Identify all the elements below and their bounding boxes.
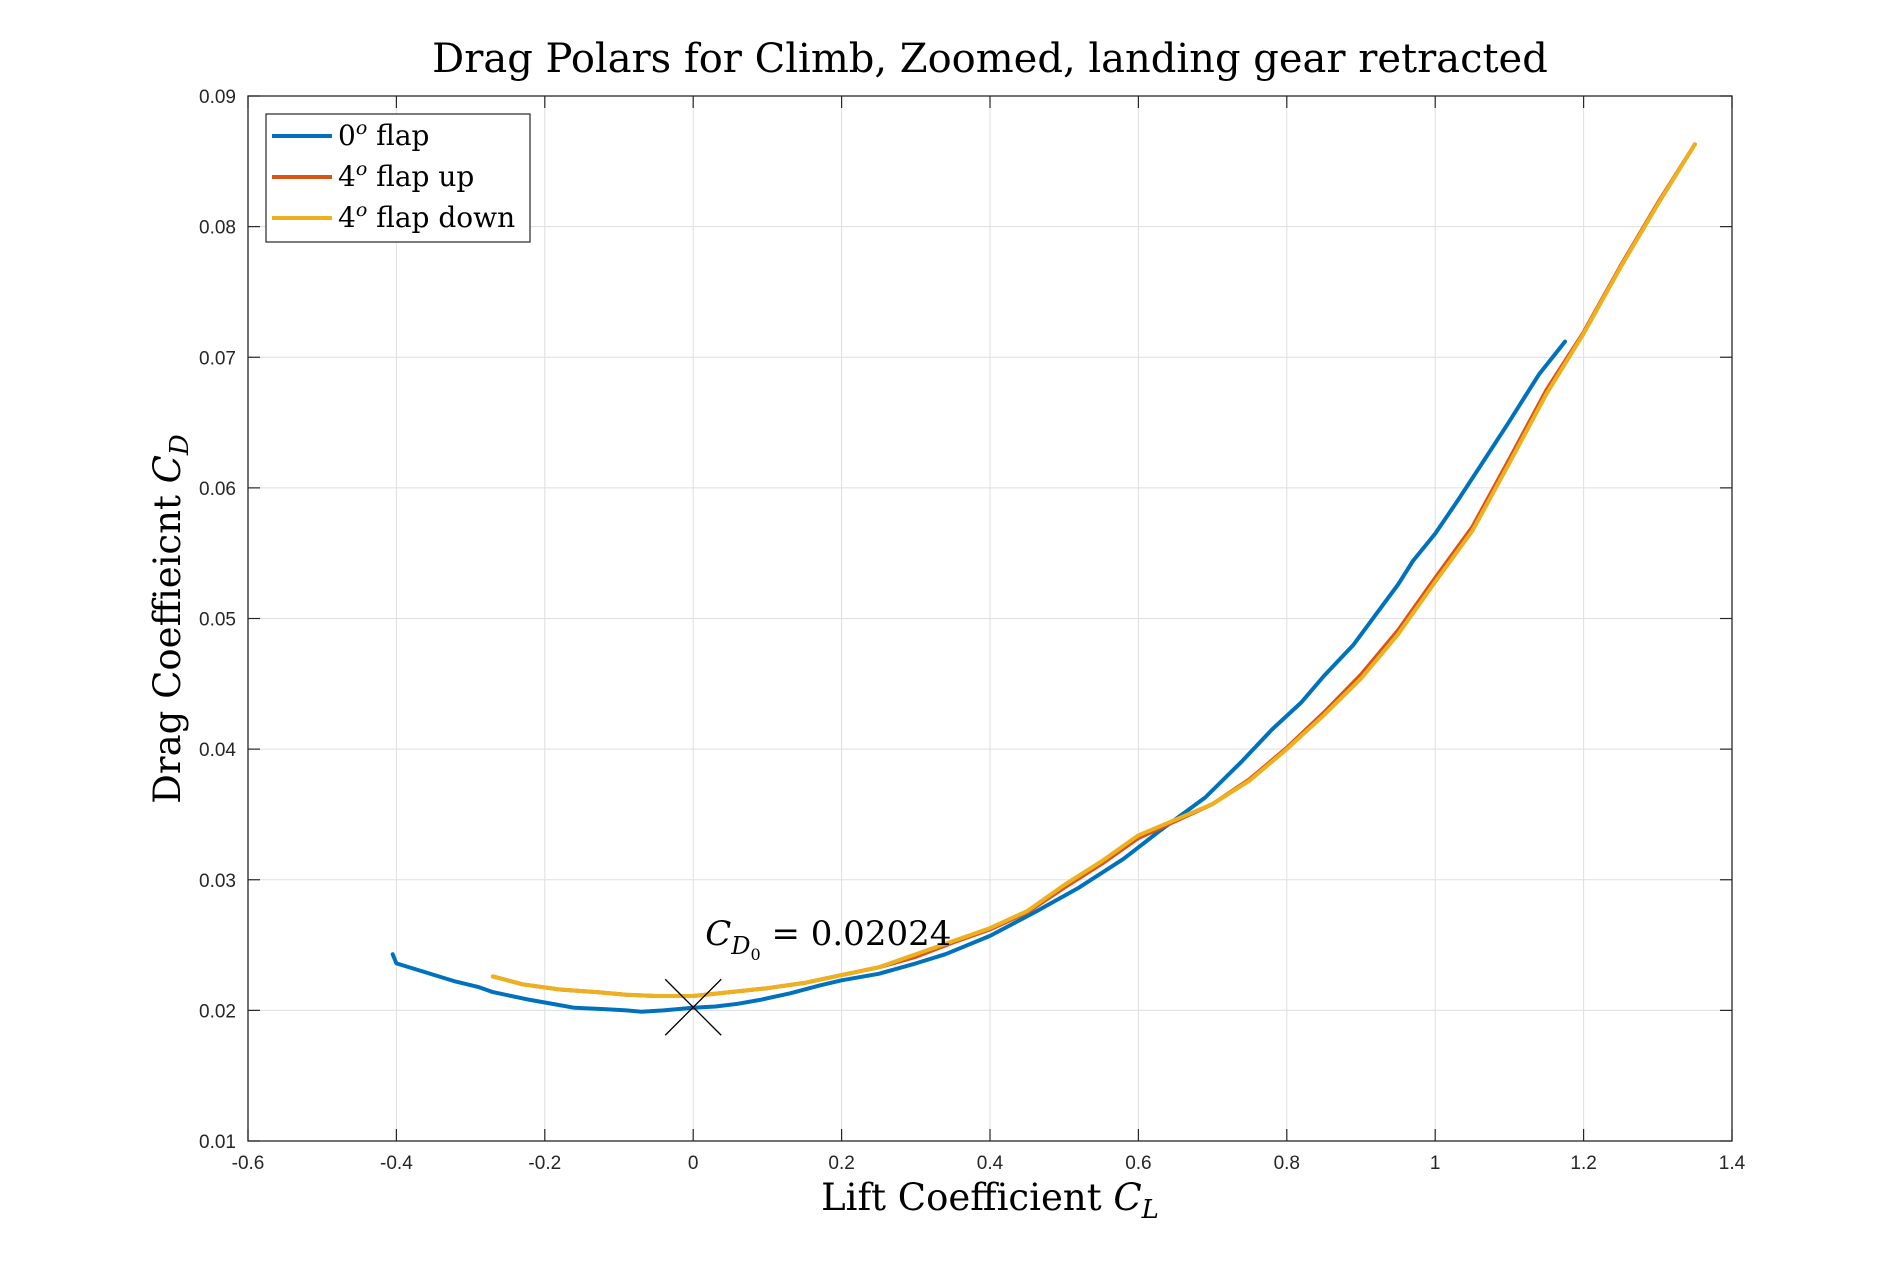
x-tick-label: 1	[1430, 1153, 1441, 1174]
cd0-annotation: CD0 = 0.02024	[664, 914, 951, 1036]
chart-title: Drag Polars for Climb, Zoomed, landing g…	[432, 36, 1548, 82]
y-tick-label: 0.04	[199, 740, 236, 761]
legend-label-2: 4o flap down	[338, 199, 515, 234]
x-tick-label: 0.8	[1274, 1153, 1300, 1174]
series-line-2	[490, 142, 1697, 998]
y-tick-label: 0.08	[199, 218, 236, 239]
x-axis-label-main: Lift Coefficient	[821, 1176, 1113, 1219]
x-tick-label: 0.4	[977, 1153, 1004, 1174]
x-axis-label: Lift Coefficient CL	[821, 1176, 1159, 1225]
cd0-annotation-label: CD0 = 0.02024	[705, 914, 951, 964]
y-tick-label: 0.02	[199, 1001, 236, 1022]
y-tick-label: 0.09	[199, 87, 236, 108]
x-axis-label-subscript: L	[1141, 1195, 1159, 1225]
x-tick-label: 0.2	[828, 1153, 854, 1174]
legend-label-0: 0o flap	[338, 117, 429, 152]
x-axis-label-symbol: C	[1113, 1176, 1141, 1219]
y-axis-label-symbol: C	[146, 455, 189, 483]
x-tick-label: 1.4	[1719, 1153, 1746, 1174]
x-tick-label: 1.2	[1570, 1153, 1596, 1174]
y-tick-label: 0.03	[199, 871, 236, 892]
y-tick-label: 0.06	[199, 479, 236, 500]
ticks: -0.6 -0.4 -0.2 0 0.2 0.4 0.6 0.8 1 1.2 1.4 0.01 0.02…	[199, 87, 1746, 1174]
legend: 0o flap 4o flap up 4o flap down	[265, 113, 531, 243]
y-tick-label: 0.05	[199, 610, 236, 631]
series-lines	[390, 142, 1697, 1014]
series-line-0	[390, 339, 1567, 1014]
x-tick-label: 0.6	[1125, 1153, 1151, 1174]
y-axis-label: Drag Coeffieicnt CD	[146, 434, 195, 804]
y-axis-label-subscript: D	[165, 434, 195, 456]
x-tick-label: -0.2	[528, 1153, 561, 1174]
grid	[248, 96, 1732, 1141]
y-axis-label-main: Drag Coeffieicnt	[146, 483, 189, 803]
x-tick-label: -0.6	[232, 1153, 265, 1174]
cd0-marker-stroke-2	[664, 978, 722, 1036]
y-tick-label: 0.07	[199, 348, 236, 369]
x-tick-label: 0	[688, 1153, 699, 1174]
x-tick-label: -0.4	[380, 1153, 413, 1174]
y-tick-label: 0.01	[199, 1132, 236, 1153]
legend-label-1: 4o flap up	[338, 158, 474, 193]
